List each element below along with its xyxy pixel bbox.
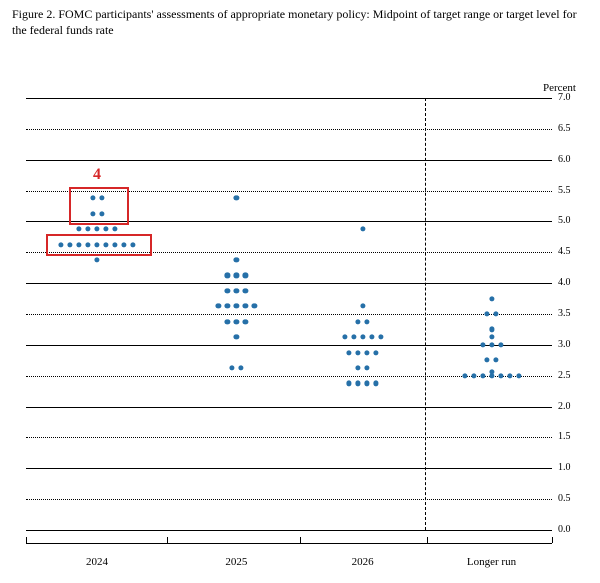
x-axis-tick xyxy=(300,537,301,543)
gridline-major xyxy=(26,345,552,346)
gridline-major xyxy=(26,98,552,99)
gridline-major xyxy=(26,407,552,408)
y-tick-label: 5.0 xyxy=(558,215,571,226)
y-tick-label: 3.5 xyxy=(558,308,571,319)
x-axis-tick xyxy=(552,537,553,543)
y-tick-label: 5.5 xyxy=(558,185,571,196)
x-tick-label: 2026 xyxy=(352,556,374,568)
gridline-major xyxy=(26,530,552,531)
x-tick-label: 2025 xyxy=(225,556,247,568)
x-axis-tick xyxy=(26,537,27,543)
y-tick-label: 1.0 xyxy=(558,462,571,473)
gridline-minor xyxy=(26,437,552,438)
y-tick-label: 4.5 xyxy=(558,246,571,257)
x-axis-line xyxy=(26,543,552,544)
annotation-box xyxy=(69,187,129,225)
figure-title: Figure 2. FOMC participants' assessments… xyxy=(12,6,588,38)
y-tick-label: 1.5 xyxy=(558,431,571,442)
gridline-minor xyxy=(26,314,552,315)
gridline-major xyxy=(26,468,552,469)
y-tick-label: 3.0 xyxy=(558,339,571,350)
gridline-minor xyxy=(26,129,552,130)
gridline-major xyxy=(26,160,552,161)
gridline-major xyxy=(26,283,552,284)
y-tick-label: 6.0 xyxy=(558,154,571,165)
x-axis-tick xyxy=(167,537,168,543)
y-tick-label: 2.5 xyxy=(558,370,571,381)
fomc-dot-plot-figure: Figure 2. FOMC participants' assessments… xyxy=(0,0,600,583)
annotation-box xyxy=(46,234,152,257)
longer-run-divider xyxy=(425,98,426,530)
gridline-minor xyxy=(26,499,552,500)
x-tick-label: 2024 xyxy=(86,556,108,568)
y-tick-label: 6.5 xyxy=(558,123,571,134)
x-axis-tick xyxy=(427,537,428,543)
y-tick-label: 4.0 xyxy=(558,277,571,288)
x-tick-label: Longer run xyxy=(467,556,516,568)
y-tick-label: 0.0 xyxy=(558,524,571,535)
y-tick-label: 0.5 xyxy=(558,493,571,504)
y-tick-label: 7.0 xyxy=(558,92,571,103)
annotation-label: 4 xyxy=(93,166,101,184)
y-tick-label: 2.0 xyxy=(558,401,571,412)
